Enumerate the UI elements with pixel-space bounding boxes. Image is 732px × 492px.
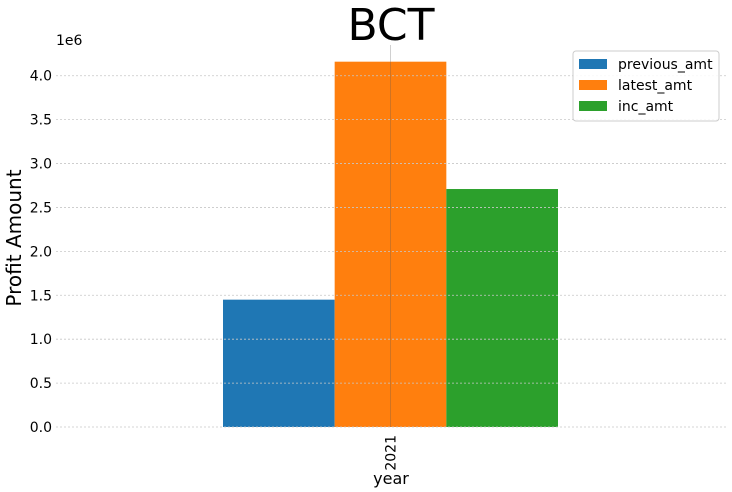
y-tick-label: 4.0 — [30, 69, 52, 85]
legend-swatch-previous_amt — [579, 59, 607, 69]
y-tick-label: 3.0 — [30, 157, 52, 173]
y-tick-label: 2.5 — [30, 200, 52, 216]
chart-title: BCT — [347, 0, 434, 51]
legend: previous_amt latest_amt inc_amt — [572, 50, 720, 122]
bars-layer — [223, 61, 558, 427]
bar-latest_amt — [334, 61, 447, 427]
y-tick-label: 3.5 — [30, 113, 52, 129]
grid-layer — [56, 45, 726, 428]
y-tick-label: 0.0 — [30, 420, 52, 436]
legend-label-latest_amt: latest_amt — [618, 78, 693, 94]
x-tick-labels: 2021 — [384, 435, 400, 471]
bar-inc_amt — [446, 189, 558, 427]
y-tick-labels: 0.0 0.5 1.0 1.5 2.0 2.5 3.0 3.5 4.0 — [30, 69, 52, 436]
y-tick-label: 1.0 — [30, 332, 52, 348]
legend-swatch-latest_amt — [579, 80, 607, 90]
y-tick-label: 0.5 — [30, 376, 52, 392]
x-tick-label: 2021 — [384, 435, 400, 471]
x-axis-label: year — [373, 469, 409, 488]
legend-box — [572, 50, 720, 122]
legend-label-previous_amt: previous_amt — [618, 57, 713, 73]
y-tick-label: 2.0 — [30, 244, 52, 260]
legend-swatch-inc_amt — [579, 101, 607, 111]
bar-previous_amt — [223, 299, 335, 427]
y-tick-label: 1.5 — [30, 288, 52, 304]
y-offset-label: 1e6 — [56, 33, 83, 49]
legend-label-inc_amt: inc_amt — [618, 99, 674, 115]
y-axis-label: Profit Amount — [2, 169, 26, 306]
